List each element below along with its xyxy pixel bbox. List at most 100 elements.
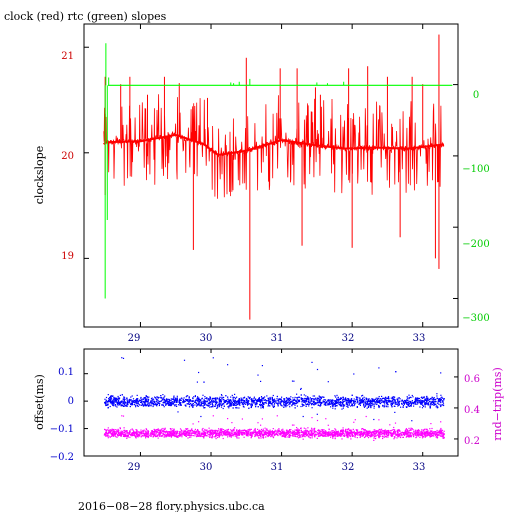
- blue-series-point: [197, 396, 199, 398]
- blue-series-point: [422, 396, 425, 398]
- magenta-series-point: [408, 431, 410, 433]
- magenta-series-point: [354, 436, 356, 438]
- red-series-baseline: [103, 133, 445, 156]
- magenta-series-point: [443, 433, 445, 435]
- blue-series-point: [398, 403, 400, 405]
- blue-series-point: [344, 405, 346, 407]
- magenta-series-point: [239, 433, 241, 435]
- blue-series-point: [194, 395, 196, 397]
- blue-series-point: [283, 405, 285, 407]
- magenta-series-point: [197, 430, 199, 432]
- magenta-series-point: [321, 435, 323, 437]
- magenta-series-point: [244, 432, 246, 435]
- blue-series-point: [356, 397, 358, 399]
- magenta-series-point: [419, 431, 421, 433]
- blue-series-point: [276, 398, 278, 400]
- magenta-series-point: [188, 433, 190, 435]
- magenta-series-point: [288, 430, 291, 432]
- magenta-series-point: [274, 430, 276, 432]
- magenta-series-point: [272, 432, 274, 434]
- magenta-series-point: [324, 434, 326, 436]
- blue-series-point: [152, 400, 154, 402]
- magenta-series-point: [318, 435, 320, 437]
- magenta-series-point: [113, 431, 115, 433]
- magenta-series-point: [220, 434, 222, 436]
- blue-series-point: [443, 399, 445, 401]
- magenta-series-point: [200, 434, 202, 436]
- magenta-series-point: [392, 434, 394, 436]
- blue-series-point: [197, 403, 200, 405]
- magenta-series-point: [350, 438, 352, 440]
- magenta-series-point: [371, 432, 373, 434]
- blue-series-point: [165, 404, 167, 406]
- magenta-series-point: [344, 435, 346, 437]
- blue-series-point: [419, 406, 421, 408]
- blue-series-point: [435, 401, 437, 403]
- magenta-series-point: [162, 429, 164, 432]
- blue-series-point: [361, 401, 363, 403]
- magenta-series-point: [315, 434, 317, 436]
- magenta-series-point: [265, 433, 267, 435]
- magenta-series-point: [378, 430, 380, 432]
- magenta-series-point: [305, 434, 307, 436]
- magenta-series-point: [132, 430, 135, 432]
- blue-series-point: [158, 404, 160, 407]
- magenta-series-point: [374, 429, 376, 431]
- magenta-series-point: [441, 432, 443, 434]
- blue-series-point: [409, 405, 411, 407]
- blue-series-point: [387, 401, 389, 403]
- magenta-series-point: [443, 437, 445, 439]
- magenta-series-point: [243, 432, 245, 434]
- magenta-series-point: [175, 435, 177, 437]
- magenta-series-point: [443, 435, 445, 437]
- magenta-series-point: [287, 436, 289, 438]
- blue-series-point: [329, 400, 331, 403]
- blue-series-point: [262, 404, 264, 406]
- blue-series-point: [142, 400, 144, 402]
- blue-series-point: [396, 403, 398, 405]
- blue-series-point: [227, 401, 229, 403]
- blue-series-point: [289, 401, 291, 403]
- magenta-series-point: [384, 435, 386, 438]
- magenta-series-point: [155, 430, 157, 432]
- magenta-series-point: [312, 430, 314, 432]
- blue-series-point: [405, 401, 407, 403]
- magenta-series-point: [441, 429, 443, 431]
- blue-series-point: [311, 361, 313, 363]
- magenta-series-point: [305, 430, 307, 432]
- magenta-series-point: [297, 433, 299, 435]
- magenta-series-point: [268, 434, 270, 436]
- magenta-series-point: [184, 430, 187, 432]
- blue-series-point: [300, 405, 302, 408]
- magenta-series-point: [426, 428, 428, 430]
- magenta-series-point: [147, 432, 149, 434]
- blue-series-point: [378, 406, 380, 408]
- magenta-series-point: [282, 432, 284, 434]
- blue-series-point: [105, 402, 107, 405]
- blue-series-point: [150, 400, 152, 402]
- magenta-series-point: [277, 431, 279, 433]
- magenta-series-point: [369, 435, 371, 437]
- magenta-series-point: [240, 433, 243, 435]
- magenta-series-point: [258, 431, 260, 433]
- magenta-series-point: [253, 430, 255, 432]
- blue-series-point: [438, 398, 440, 400]
- blue-series-point: [425, 402, 427, 404]
- magenta-series-point: [220, 429, 222, 432]
- blue-series-point: [218, 402, 220, 404]
- magenta-series-point: [347, 433, 349, 435]
- magenta-series-point: [311, 434, 313, 436]
- blue-series-point: [428, 402, 430, 404]
- magenta-series-point: [394, 437, 396, 439]
- magenta-series-point: [266, 428, 268, 430]
- magenta-series-point: [315, 431, 317, 433]
- magenta-series-point: [133, 434, 135, 436]
- magenta-series-point: [436, 429, 438, 432]
- magenta-series-point: [165, 431, 168, 433]
- blue-series-point: [274, 402, 276, 404]
- magenta-series-point: [215, 434, 217, 436]
- magenta-series-point: [197, 429, 199, 431]
- magenta-series-point: [287, 431, 289, 433]
- magenta-series-point: [214, 434, 217, 436]
- magenta-series-point: [347, 435, 349, 437]
